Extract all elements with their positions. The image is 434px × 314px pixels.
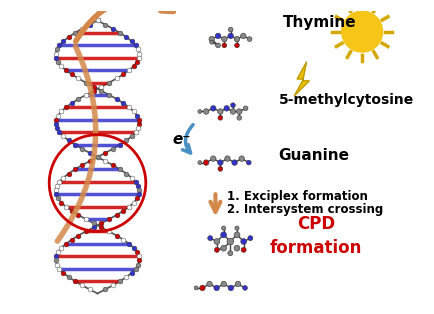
Circle shape — [232, 160, 237, 165]
Circle shape — [222, 36, 227, 42]
Circle shape — [217, 109, 223, 114]
Circle shape — [247, 160, 251, 165]
Circle shape — [214, 285, 220, 291]
Circle shape — [234, 36, 240, 42]
Circle shape — [342, 11, 383, 52]
Circle shape — [225, 156, 230, 161]
Circle shape — [209, 36, 214, 42]
Circle shape — [210, 156, 216, 161]
Circle shape — [217, 160, 223, 165]
Circle shape — [200, 285, 205, 291]
Text: 1. Exciplex formation: 1. Exciplex formation — [227, 190, 368, 203]
Circle shape — [210, 106, 216, 111]
Circle shape — [243, 106, 248, 111]
Circle shape — [215, 33, 221, 39]
Circle shape — [247, 37, 252, 41]
Circle shape — [227, 238, 233, 245]
Circle shape — [248, 236, 253, 241]
Circle shape — [198, 160, 202, 165]
Circle shape — [204, 160, 209, 165]
Circle shape — [228, 285, 233, 291]
Circle shape — [241, 247, 246, 252]
Text: e⁻: e⁻ — [173, 132, 191, 147]
Circle shape — [208, 236, 213, 241]
Circle shape — [218, 166, 223, 171]
Circle shape — [210, 40, 214, 44]
Circle shape — [237, 109, 242, 114]
Circle shape — [216, 43, 220, 48]
Text: 2. Intersystem crossing: 2. Intersystem crossing — [227, 203, 383, 216]
Circle shape — [220, 245, 227, 251]
Circle shape — [224, 106, 230, 111]
Circle shape — [222, 43, 227, 48]
Circle shape — [228, 27, 233, 32]
Circle shape — [243, 285, 247, 290]
Circle shape — [235, 43, 239, 48]
Circle shape — [239, 156, 244, 161]
Text: Thymine: Thymine — [283, 15, 357, 30]
Circle shape — [237, 116, 242, 120]
FancyArrowPatch shape — [57, 46, 95, 241]
Circle shape — [228, 251, 233, 256]
FancyArrowPatch shape — [182, 125, 193, 153]
Circle shape — [194, 286, 198, 290]
Circle shape — [220, 232, 227, 238]
Text: 5-methylcytosine: 5-methylcytosine — [279, 93, 414, 107]
Circle shape — [218, 116, 223, 120]
Circle shape — [214, 239, 220, 244]
Circle shape — [228, 33, 233, 39]
Circle shape — [221, 226, 226, 230]
Circle shape — [204, 109, 209, 114]
Circle shape — [230, 109, 236, 114]
Circle shape — [240, 33, 246, 39]
Polygon shape — [294, 62, 309, 96]
Circle shape — [234, 245, 240, 251]
FancyArrowPatch shape — [76, 0, 173, 41]
Text: Guanine: Guanine — [279, 148, 349, 163]
Circle shape — [207, 281, 212, 287]
Circle shape — [241, 239, 247, 244]
Circle shape — [230, 103, 235, 108]
Circle shape — [235, 226, 239, 230]
Text: CPD
formation: CPD formation — [270, 215, 362, 257]
Circle shape — [234, 232, 240, 238]
Circle shape — [214, 247, 220, 252]
Circle shape — [198, 110, 202, 113]
Circle shape — [235, 281, 241, 287]
Circle shape — [221, 281, 227, 287]
